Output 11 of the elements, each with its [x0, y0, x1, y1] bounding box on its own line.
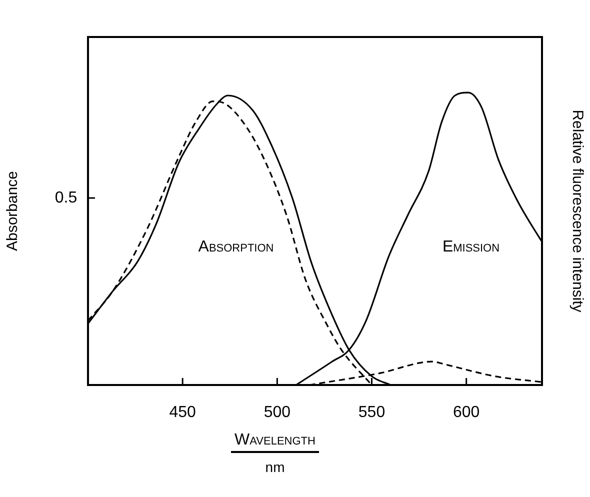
annotation: Absorption: [198, 238, 274, 256]
text: 0.5: [54, 189, 78, 206]
x-tick-label: 550: [358, 404, 386, 422]
y-axis-title: Absorbance: [4, 170, 22, 252]
annotation: Emission: [442, 238, 500, 256]
x-axis-title: Wavelength: [234, 431, 316, 448]
x-tick-label: 450: [169, 404, 196, 422]
text: nm: [265, 458, 285, 475]
y2-axis-title: Relative fluorescence intensity: [568, 110, 586, 313]
x-tick-label: 500: [264, 404, 291, 422]
x-tick-label: 600: [452, 404, 480, 422]
